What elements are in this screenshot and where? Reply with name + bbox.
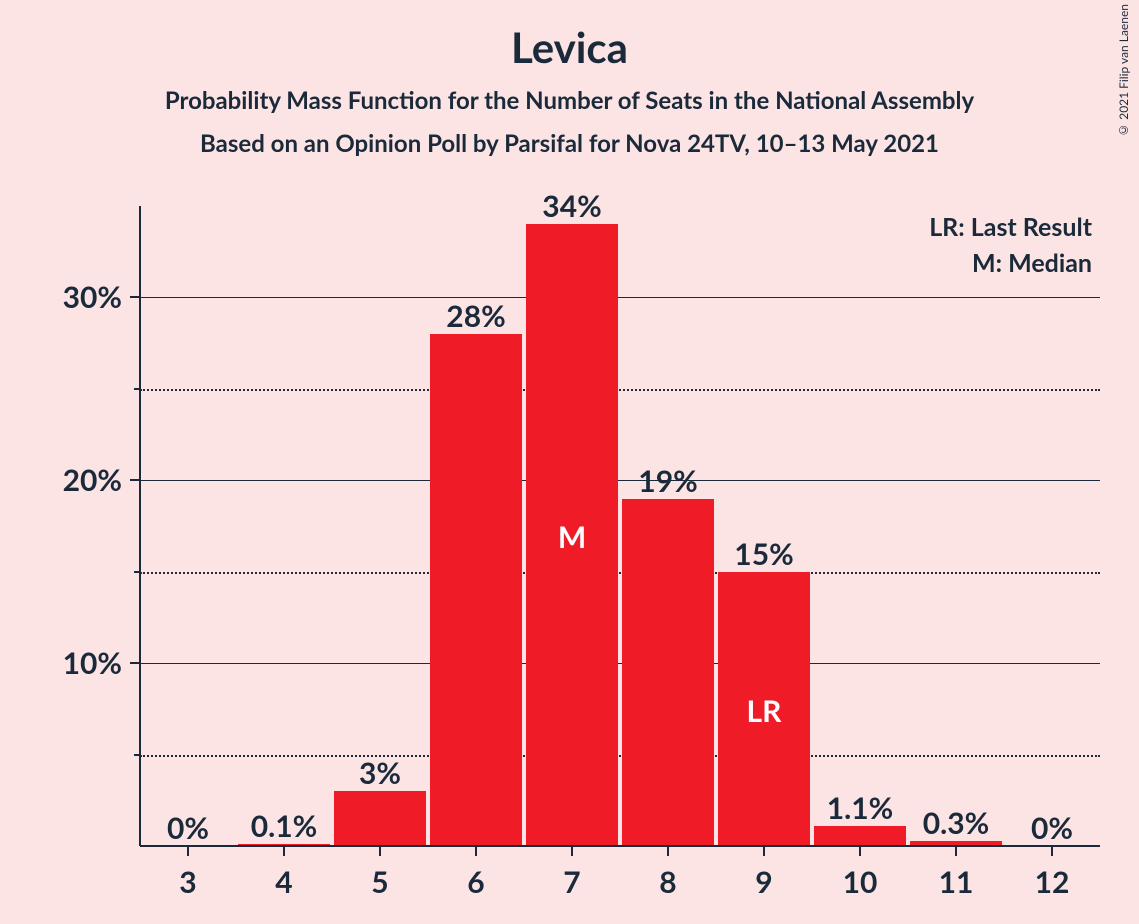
bar-value-label: 1.1% bbox=[827, 790, 894, 826]
xtick-label: 6 bbox=[467, 864, 484, 900]
xtick-mark bbox=[667, 846, 669, 856]
bar-value-label: 0.3% bbox=[923, 805, 990, 841]
bar-value-label: 0.1% bbox=[251, 808, 318, 844]
bar-value-label: 3% bbox=[359, 755, 401, 791]
xtick-mark bbox=[283, 846, 285, 856]
xtick-mark bbox=[475, 846, 477, 856]
bar bbox=[430, 334, 522, 846]
y-axis bbox=[139, 206, 141, 846]
grid-minor bbox=[140, 389, 1100, 391]
xtick-mark bbox=[955, 846, 957, 856]
grid-minor bbox=[140, 572, 1100, 574]
grid-minor bbox=[140, 755, 1100, 757]
grid-major bbox=[140, 663, 1100, 664]
xtick-mark bbox=[379, 846, 381, 856]
xtick-label: 4 bbox=[275, 864, 292, 900]
xtick-mark bbox=[1051, 846, 1053, 856]
bar bbox=[622, 499, 714, 846]
last-result-marker: LR bbox=[747, 693, 782, 729]
pmf-chart: 10% 20% 30% 0% 3 0.1% 4 3% 5 28% 6 34% 7 M 19% 8 15% 9 LR 1… bbox=[0, 0, 1139, 924]
xtick-label: 9 bbox=[755, 864, 772, 900]
ytick-label: 30% bbox=[0, 279, 122, 315]
bar bbox=[814, 826, 906, 846]
xtick-label: 5 bbox=[371, 864, 388, 900]
bar-value-label: 34% bbox=[542, 188, 601, 224]
bar-value-label: 0% bbox=[1031, 810, 1073, 846]
xtick-label: 8 bbox=[659, 864, 676, 900]
bar-value-label: 15% bbox=[734, 536, 793, 572]
xtick-label: 3 bbox=[179, 864, 196, 900]
bar bbox=[334, 791, 426, 846]
ytick-label: 10% bbox=[0, 645, 122, 681]
xtick-label: 12 bbox=[1035, 864, 1070, 900]
xtick-mark bbox=[763, 846, 765, 856]
xtick-label: 7 bbox=[563, 864, 580, 900]
bar-value-label: 0% bbox=[167, 810, 209, 846]
x-axis bbox=[140, 845, 1100, 847]
legend-m: M: Median bbox=[972, 248, 1092, 278]
xtick-mark bbox=[571, 846, 573, 856]
xtick-label: 11 bbox=[939, 864, 974, 900]
grid-major bbox=[140, 480, 1100, 481]
xtick-mark bbox=[187, 846, 189, 856]
xtick-label: 10 bbox=[843, 864, 878, 900]
bar-value-label: 28% bbox=[446, 298, 505, 334]
grid-major bbox=[140, 297, 1100, 298]
bar-value-label: 19% bbox=[638, 463, 697, 499]
median-marker: M bbox=[558, 519, 586, 555]
legend-lr: LR: Last Result bbox=[929, 212, 1092, 242]
ytick-label: 20% bbox=[0, 462, 122, 498]
xtick-mark bbox=[859, 846, 861, 856]
